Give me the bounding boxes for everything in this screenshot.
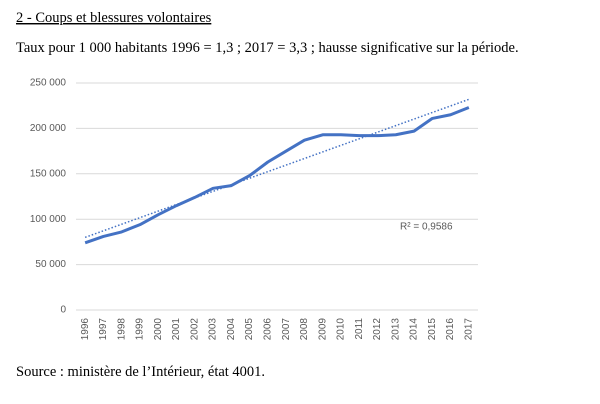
x-tick-label: 2005 [244, 318, 255, 341]
x-tick-label: 2012 [372, 318, 383, 341]
y-tick-label: 50 000 [35, 259, 66, 270]
x-tick-label: 2013 [390, 318, 401, 341]
x-tick-label: 2016 [445, 318, 456, 341]
y-tick-label: 100 000 [30, 214, 67, 225]
y-tick-label: 0 [60, 305, 66, 316]
x-tick-label: 2001 [171, 318, 182, 341]
x-tick-label: 2002 [189, 318, 200, 341]
source: Source : ministère de l’Intérieur, état … [16, 364, 265, 380]
y-tick-label: 150 000 [30, 168, 67, 179]
trend-line [84, 98, 470, 239]
data-line [84, 106, 470, 245]
x-tick-label: 2006 [263, 318, 274, 341]
trend-annotation: R² = 0,9586 [400, 222, 453, 233]
x-tick-label: 2003 [208, 318, 219, 341]
x-tick-label: 2004 [226, 318, 237, 341]
y-tick-label: 200 000 [30, 123, 67, 134]
x-tick-label: 2011 [354, 318, 365, 340]
x-tick-label: 2014 [409, 318, 420, 341]
x-tick-label: 1996 [80, 318, 91, 341]
x-tick-label: 1998 [116, 318, 127, 341]
x-tick-label: 1997 [98, 318, 109, 341]
y-tick-label: 250 000 [30, 78, 67, 89]
x-tick-label: 1999 [135, 318, 146, 341]
x-tick-label: 2017 [464, 318, 475, 341]
chart-subtitle: Taux pour 1 000 habitants 1996 = 1,3 ; 2… [16, 40, 519, 56]
x-tick-label: 2015 [427, 318, 438, 341]
x-tick-label: 2000 [153, 318, 164, 341]
x-tick-label: 2008 [299, 318, 310, 341]
x-tick-label: 2009 [317, 318, 328, 341]
x-tick-label: 2007 [281, 318, 292, 341]
chart-title: 2 - Coups et blessures volontaires [16, 10, 212, 26]
x-tick-label: 2010 [336, 318, 347, 341]
